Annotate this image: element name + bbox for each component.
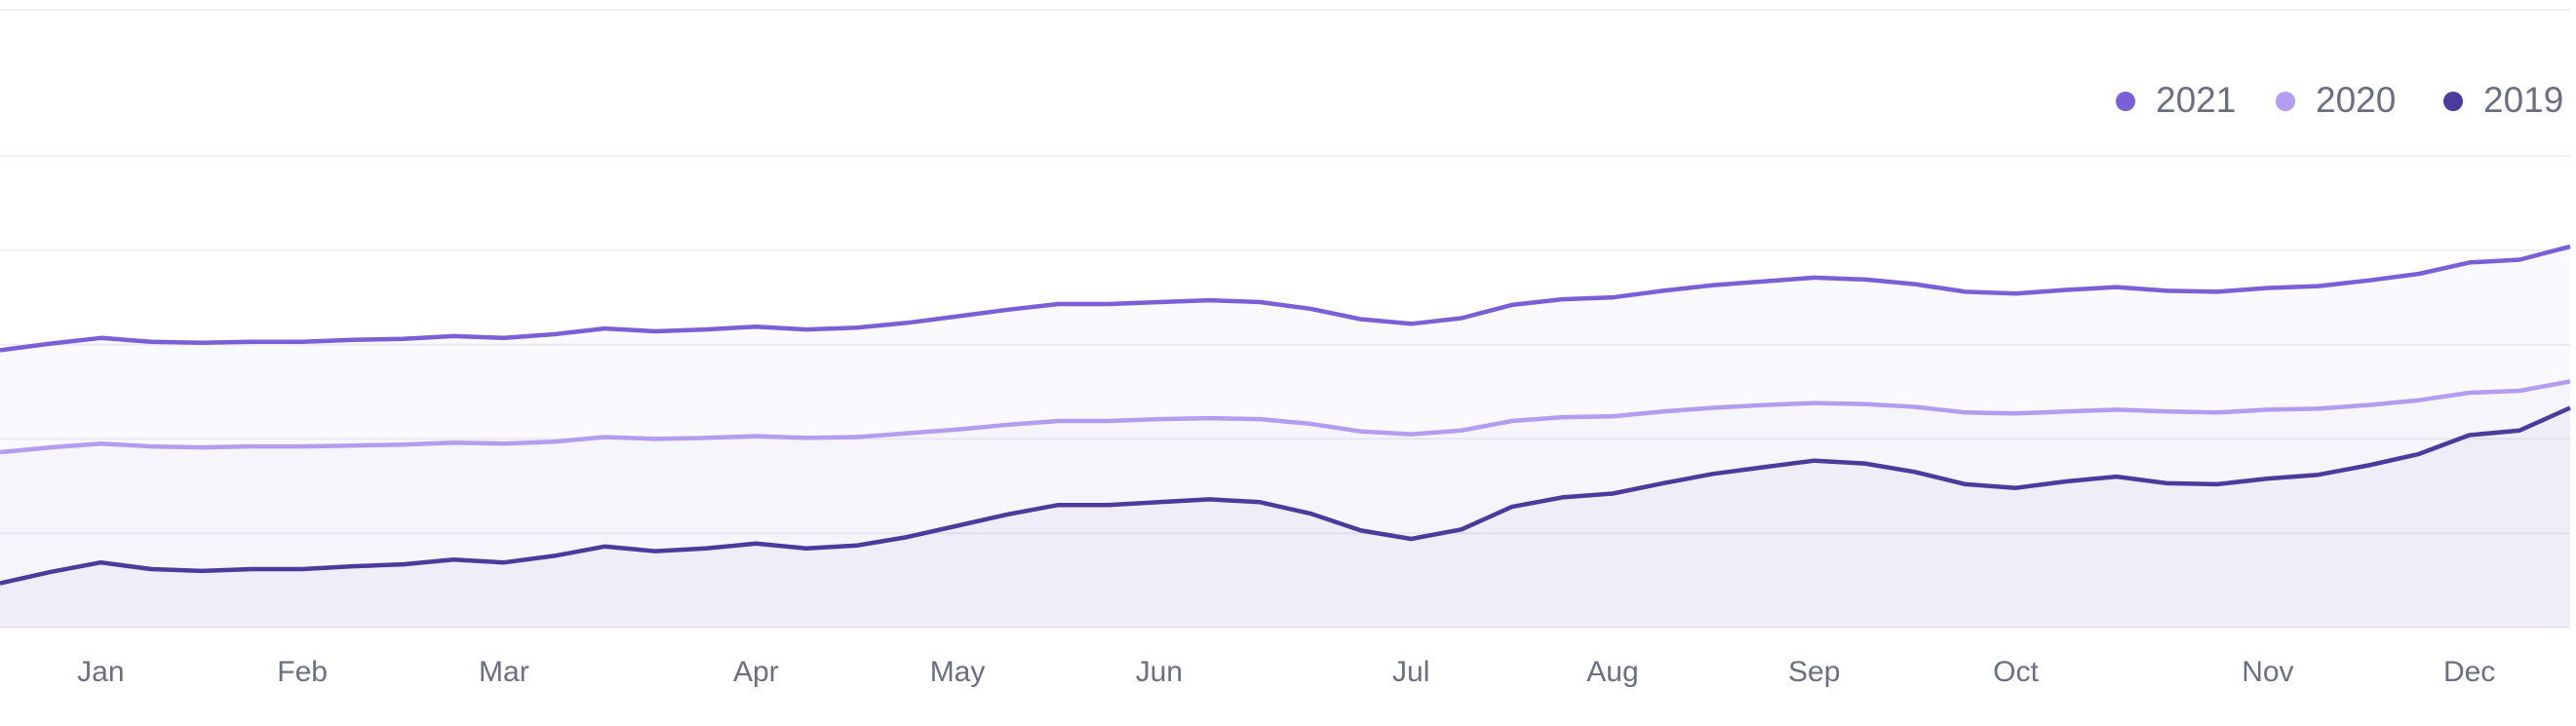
x-tick-label: Sep [1788, 656, 1840, 688]
x-tick-label: Jan [77, 656, 124, 688]
x-tick-label: Dec [2443, 656, 2495, 688]
x-tick-label: Feb [277, 656, 328, 688]
legend-dot [2443, 92, 2463, 111]
x-tick-label: Aug [1586, 656, 1638, 688]
line [0, 405, 2571, 586]
line [0, 379, 2571, 455]
x-tick-label: Apr [733, 656, 779, 688]
x-tick-label: Nov [2242, 656, 2293, 688]
legend-dot [2116, 92, 2135, 111]
x-tick-label: Mar [479, 656, 529, 688]
x-tick-label: Jul [1392, 656, 1429, 688]
legend-label: 2020 [2316, 80, 2396, 120]
area [0, 407, 2570, 628]
area [0, 381, 2570, 628]
legend-label: 2019 [2483, 80, 2563, 120]
legend-dot [2276, 92, 2295, 111]
x-tick-label: Jun [1136, 656, 1183, 688]
x-tick-label: May [930, 656, 986, 688]
legend-label: 2021 [2156, 80, 2236, 120]
line [0, 244, 2571, 353]
area [0, 246, 2570, 628]
x-tick-label: Oct [1993, 656, 2039, 688]
